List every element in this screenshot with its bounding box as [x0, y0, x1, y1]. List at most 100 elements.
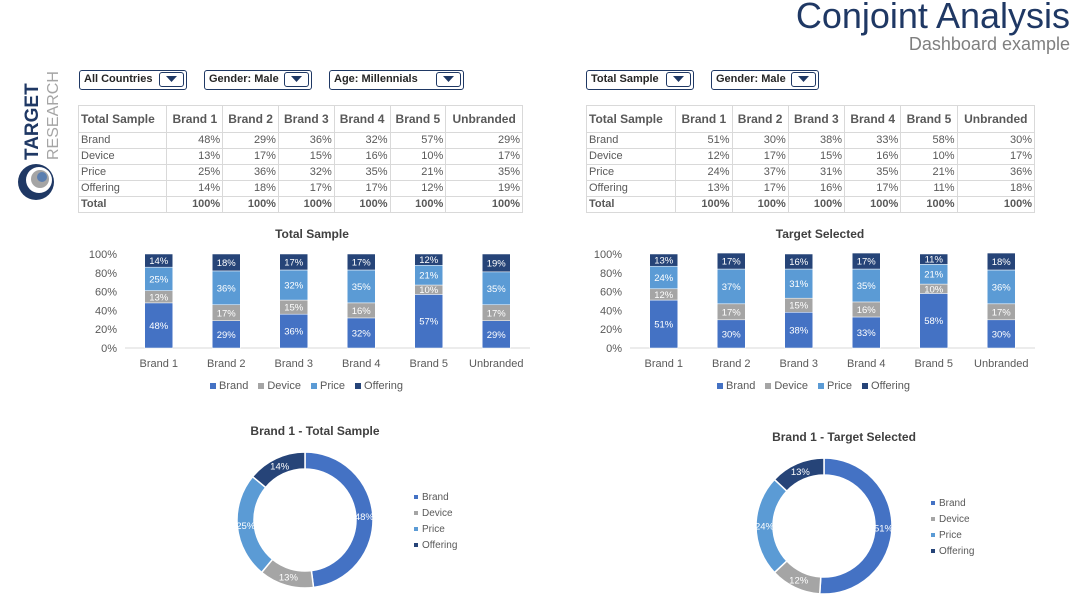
- table-cell: 100%: [675, 196, 733, 213]
- table-cell: 19%: [445, 180, 523, 197]
- data-label: 29%: [487, 330, 507, 341]
- table-row: Offering 13% 17% 16% 17% 11% 18%: [585, 180, 1036, 197]
- filter-sample-dropdown[interactable]: Total Sample: [586, 70, 694, 90]
- filter-gender-right-dropdown[interactable]: Gender: Male: [711, 70, 819, 90]
- table-row: Offering 14% 18% 17% 17% 12% 19%: [77, 180, 523, 197]
- donut-right-title: Brand 1 - Target Selected: [772, 430, 916, 444]
- chevron-down-icon[interactable]: [284, 72, 309, 87]
- data-label: 18%: [217, 258, 237, 269]
- data-label: 16%: [789, 257, 809, 268]
- data-label: 15%: [789, 301, 809, 312]
- data-label: 13%: [149, 292, 169, 303]
- filter-country-dropdown[interactable]: All Countries: [79, 70, 187, 90]
- table-row-label: Total: [585, 196, 677, 213]
- chevron-down-icon[interactable]: [436, 72, 461, 87]
- legend-label: Brand: [422, 491, 449, 503]
- legend-label: Brand: [219, 380, 249, 392]
- table-cell: 36%: [277, 132, 335, 149]
- bar-segment: [717, 252, 746, 270]
- table-header-cell: Brand 5: [389, 105, 447, 133]
- bar-segment: [482, 320, 511, 349]
- filter-age-dropdown[interactable]: Age: Millennials: [329, 70, 464, 90]
- data-label: 24%: [654, 273, 674, 284]
- data-label: 37%: [722, 282, 742, 293]
- page-title: Conjoint Analysis: [795, 0, 1070, 36]
- data-label: 51%: [654, 320, 674, 331]
- bar-chart-left-legend: Brand Device Price Offering: [210, 380, 403, 392]
- legend-label: Offering: [364, 380, 403, 392]
- y-tick-label: 20%: [95, 324, 117, 336]
- donut-left-legend: Brand Device Price Offering: [414, 489, 457, 553]
- table-cell: 100%: [277, 196, 335, 213]
- legend-swatch: [765, 383, 772, 389]
- bar-segment: [414, 294, 443, 349]
- x-tick-label: Brand 5: [914, 358, 953, 370]
- chevron-down-icon[interactable]: [159, 72, 184, 87]
- table-header-cell: Brand 1: [675, 105, 733, 133]
- table-row-label: Brand: [585, 132, 677, 149]
- table-cell: 100%: [333, 196, 391, 213]
- legend-swatch: [931, 517, 935, 521]
- chevron-down-icon[interactable]: [791, 72, 816, 87]
- data-label: 21%: [419, 271, 439, 282]
- target-research-logo: TARGET RESEARCH: [18, 71, 62, 200]
- table-header-cell: Brand 1: [166, 105, 224, 133]
- filter-gender-value: Gender: Male: [209, 73, 279, 85]
- y-tick-label: 80%: [600, 268, 622, 280]
- data-label: 57%: [419, 317, 439, 328]
- bar-chart-right-title: Target Selected: [775, 227, 865, 241]
- table-row-label: Total: [77, 196, 168, 213]
- bar-segment: [347, 269, 376, 304]
- legend-item: Brand: [931, 495, 974, 511]
- y-tick-label: 0%: [101, 343, 117, 355]
- table-cell: 29%: [445, 132, 523, 149]
- bar-segment: [784, 312, 813, 349]
- table-cell: 38%: [787, 132, 846, 149]
- table-row: Brand 51% 30% 38% 33% 58% 30%: [585, 132, 1036, 149]
- legend-item: Device: [258, 380, 301, 392]
- bar-segment: [852, 252, 881, 270]
- stacked-bar-chart-target-selected: 0% 20% 40% 60% 80% 100% 51% 12% 24% 13% Brand 1 30%…: [594, 249, 1035, 370]
- y-tick-label: 40%: [95, 305, 117, 317]
- bar-segment: [482, 253, 511, 273]
- data-label: 32%: [352, 328, 372, 339]
- table-row: Device 12% 17% 15% 16% 10% 17%: [585, 148, 1036, 165]
- x-tick-label: Brand 1: [644, 358, 683, 370]
- filter-gender-dropdown[interactable]: Gender: Male: [204, 70, 312, 90]
- x-tick-label: Brand 1: [139, 358, 178, 370]
- legend-item: Price: [817, 380, 852, 392]
- table-cell: 12%: [389, 180, 447, 197]
- data-label: 17%: [722, 257, 742, 268]
- table-header-cell: Unbranded: [956, 105, 1036, 133]
- table-cell: 100%: [731, 196, 789, 213]
- legend-item: Device: [931, 511, 974, 527]
- table-cell: 24%: [675, 164, 733, 181]
- legend-item: Offering: [931, 543, 974, 559]
- data-label: 17%: [722, 307, 742, 318]
- table-cell: 21%: [389, 164, 447, 181]
- data-label: 25%: [149, 274, 169, 285]
- table-cell: 30%: [731, 132, 789, 149]
- page-subtitle: Dashboard example: [908, 34, 1070, 54]
- legend-swatch: [862, 383, 869, 389]
- x-tick-label: Brand 4: [342, 358, 381, 370]
- legend-label: Brand: [939, 497, 966, 509]
- table-cell: 37%: [731, 164, 789, 181]
- bar-segment: [212, 253, 241, 272]
- y-tick-label: 0%: [606, 343, 622, 355]
- chevron-down-icon[interactable]: [666, 72, 691, 87]
- table-row: Price 25% 36% 32% 35% 21% 35%: [77, 164, 523, 181]
- data-label: 30%: [722, 329, 742, 340]
- table-cell: 100%: [900, 196, 958, 213]
- bar-segment: [987, 319, 1016, 349]
- data-label: 36%: [992, 282, 1012, 293]
- table-row: Price 24% 37% 31% 35% 21% 36%: [585, 164, 1036, 181]
- data-label: 17%: [857, 257, 877, 268]
- legend-swatch: [931, 549, 935, 553]
- x-tick-label: Brand 3: [274, 358, 313, 370]
- table-row-label: Offering: [77, 180, 168, 197]
- table-header-cell: Total Sample: [585, 105, 677, 133]
- donut-slice: [251, 451, 306, 489]
- legend-swatch: [414, 527, 418, 531]
- table-row: Total 100% 100% 100% 100% 100% 100%: [585, 196, 1036, 213]
